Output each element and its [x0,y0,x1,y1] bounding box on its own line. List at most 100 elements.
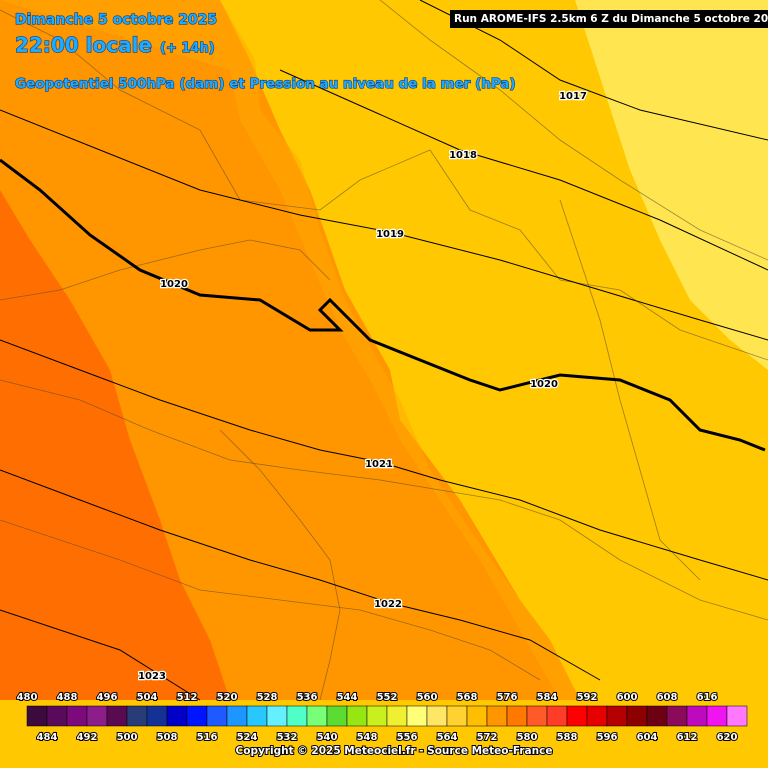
scale-label: 532 [277,732,298,743]
border-line [0,379,768,621]
isobar-line [0,609,201,701]
field-title: Geopotentiel 500hPa (dam) et Pression au… [15,76,516,92]
isobar-label: 1022 [374,599,402,610]
isobar-label: 1020 [160,279,188,290]
scale-swatch [146,705,168,727]
scale-label: 604 [637,732,658,743]
scale-label: 592 [577,692,598,703]
scale-swatch [446,705,468,727]
isobar-labels: 1017 1018 1019 1020 1020 1021 1022 1023 [137,90,588,684]
scale-swatch [626,705,648,727]
copyright: Copyright © 2025 Meteociel.fr - Source M… [236,745,553,757]
scale-label: 508 [157,732,178,743]
scale-label: 612 [677,732,698,743]
scale-swatch [86,705,108,727]
scale-swatch [346,705,368,727]
isobar-label: 1021 [365,459,393,470]
isobar-label: 1017 [559,91,587,102]
scale-label: 536 [297,692,318,703]
scale-label: 568 [457,692,478,703]
scale-label: 608 [657,692,678,703]
scale-label: 572 [477,732,498,743]
scale-swatch [686,705,708,727]
scale-swatch [46,705,68,727]
run-info: Run AROME-IFS 2.5km 6 Z du Dimanche 5 oc… [454,13,768,25]
run-banner [450,10,768,28]
scale-swatch [566,705,588,727]
scale-swatch [526,705,548,727]
scale-label: 560 [417,692,438,703]
scale-swatch [726,705,748,727]
scale-swatch [246,705,268,727]
border-line [559,199,701,581]
isobar-label: 1023 [138,671,166,682]
scale-swatch [66,705,88,727]
color-scale: 480 484 488 492 496 500 504 508 512 516 520 524 528 5… [16,691,748,744]
scale-swatch [366,705,388,727]
isobar-line [0,469,601,681]
border-line [219,429,341,701]
scale-label: 500 [117,732,138,743]
scale-label: 524 [237,732,258,743]
scale-label: 496 [97,692,118,703]
scale-label: 584 [537,692,558,703]
scale-label: 504 [137,692,158,703]
scale-label: 548 [357,732,378,743]
scale-label: 552 [377,692,398,703]
scale-label: 576 [497,692,518,703]
scale-swatch [326,705,348,727]
scale-label: 512 [177,692,198,703]
scale-label: 600 [617,692,638,703]
scale-swatch [586,705,608,727]
isobar-line [279,69,768,271]
scale-label: 528 [257,692,278,703]
isobar-label: 1019 [376,229,404,240]
scale-label: 564 [437,732,458,743]
scale-label: 488 [57,692,78,703]
scale-swatch [226,705,248,727]
scale-label: 580 [517,732,538,743]
isobar-label: 1020 [530,379,558,390]
isobar-line [0,109,768,341]
lead-time: (+ 14h) [160,41,215,56]
field-572 [0,190,230,700]
border-line [379,0,768,261]
scale-label: 516 [197,732,218,743]
scale-label: 556 [397,732,418,743]
scale-swatch [486,705,508,727]
scale-swatch [26,705,48,727]
scale-swatch [606,705,628,727]
scale-swatch [306,705,328,727]
scale-label: 620 [717,732,738,743]
scale-label: 520 [217,692,238,703]
scale-label: 484 [37,732,58,743]
scale-swatch [666,705,688,727]
scale-label: 540 [317,732,338,743]
scale-swatch [386,705,408,727]
scale-label: 480 [17,692,38,703]
isobar-label: 1018 [449,150,477,161]
local-time: 22:00 locale [15,33,152,57]
scale-swatch [106,705,128,727]
scale-swatch [266,705,288,727]
scale-label: 588 [557,732,578,743]
border-line [0,239,331,301]
scale-label: 596 [597,732,618,743]
scale-swatch [186,705,208,727]
field-556 [575,0,768,370]
border-line [0,519,541,681]
scale-swatch [646,705,668,727]
scale-swatch [286,705,308,727]
scale-swatch [426,705,448,727]
scale-label: 544 [337,692,358,703]
scale-label: 492 [77,732,98,743]
scale-swatch [466,705,488,727]
scale-swatch [506,705,528,727]
isobar-line [0,158,766,452]
scale-swatch [406,705,428,727]
scale-swatch [706,705,728,727]
date: Dimanche 5 octobre 2025 [15,12,217,28]
scale-swatch [546,705,568,727]
